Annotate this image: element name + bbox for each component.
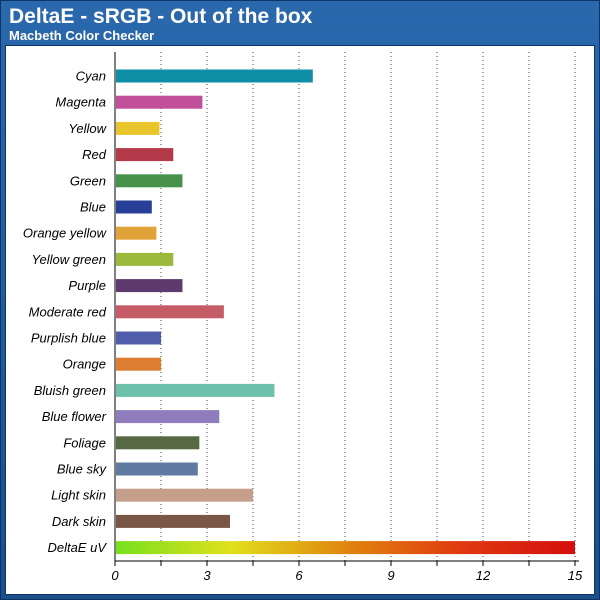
bar-purple (116, 279, 183, 293)
chart-title: DeltaE - sRGB - Out of the box (9, 5, 313, 28)
x-tick-label: 6 (295, 568, 303, 583)
category-label: Purple (68, 278, 106, 293)
category-label: Cyan (76, 69, 106, 84)
category-label: Yellow (68, 121, 107, 136)
category-label: Blue sky (57, 462, 108, 477)
x-tick-label: 9 (387, 568, 394, 583)
category-label: Purplish blue (31, 331, 106, 346)
bar-dark-skin (116, 514, 230, 528)
x-tick-label: 12 (476, 568, 491, 583)
x-axis: 0 3 6 9 12 15 (111, 52, 583, 583)
bar-bluish-green (116, 383, 275, 397)
category-label: Orange (63, 357, 106, 372)
plot-panel (5, 45, 595, 595)
category-label: Orange yellow (23, 226, 108, 241)
bar-blue-sky (116, 462, 198, 476)
category-label: Yellow green (32, 252, 106, 267)
bars-group (116, 69, 575, 555)
category-label: Light skin (51, 488, 106, 503)
bar-moderate-red (116, 305, 224, 319)
bar-red (116, 148, 174, 162)
category-label: Moderate red (29, 304, 107, 319)
x-tick-label: 3 (203, 568, 211, 583)
bar-deltae-uv (116, 541, 575, 555)
bar-green (116, 174, 183, 188)
bar-foliage (116, 436, 200, 450)
x-tick-label: 15 (568, 568, 583, 583)
category-label: DeltaE uV (47, 540, 107, 555)
category-label: Magenta (55, 95, 106, 110)
bar-light-skin (116, 488, 253, 502)
bar-yellow-green (116, 252, 174, 266)
grid-lines (160, 52, 576, 561)
category-label: Foliage (63, 435, 106, 450)
chart-subtitle: Macbeth Color Checker (9, 28, 155, 43)
bar-cyan (116, 69, 313, 83)
bar-blue-flower (116, 410, 220, 424)
category-labels: Cyan Magenta Yellow Red Green Blue Orange yell… (23, 69, 108, 556)
bar-purplish-blue (116, 331, 161, 345)
bar-blue (116, 200, 152, 214)
category-label: Bluish green (34, 383, 106, 398)
bar-yellow (116, 121, 160, 135)
bar-orange-yellow (116, 226, 157, 240)
bar-magenta (116, 95, 203, 109)
category-label: Green (70, 173, 106, 188)
category-label: Red (82, 147, 107, 162)
x-tick-label: 0 (111, 568, 119, 583)
bar-orange (116, 357, 161, 371)
category-label: Dark skin (52, 514, 106, 529)
category-label: Blue (80, 200, 106, 215)
chart-header: DeltaE - sRGB - Out of the box Macbeth C… (9, 5, 312, 43)
category-label: Blue flower (42, 409, 107, 424)
